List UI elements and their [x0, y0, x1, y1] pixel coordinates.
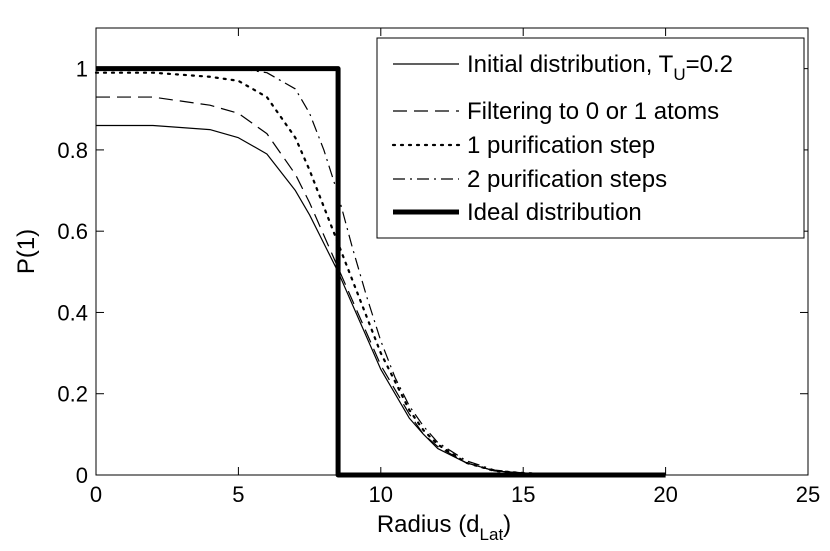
- legend-label-subscript: U: [673, 65, 685, 84]
- legend-label-text: Filtering to 0 or 1 atoms: [467, 98, 719, 125]
- legend-label-text: 1 purification step: [467, 132, 655, 159]
- y-tick-label: 0.2: [57, 382, 88, 407]
- y-tick-label: 0: [76, 463, 88, 488]
- x-tick-label: 15: [511, 482, 535, 507]
- y-tick-label: 0.6: [57, 219, 88, 244]
- legend-box: [376, 37, 805, 239]
- y-tick-label: 1: [76, 57, 88, 82]
- x-tick-label: 5: [232, 482, 244, 507]
- x-tick-label: 10: [369, 482, 393, 507]
- legend-label-5: Ideal distribution: [467, 199, 642, 226]
- y-axis-label: P(1): [13, 229, 40, 274]
- legend-items: Initial distribution, TU=0.2 Filtering to…: [391, 51, 733, 226]
- x-axis-label-suffix: ): [503, 511, 511, 538]
- x-axis-label-main: Radius (d: [377, 511, 480, 538]
- legend-label-suffix: =0.2: [686, 51, 733, 78]
- legend-label-3: 1 purification step: [467, 132, 655, 159]
- x-tick-label: 20: [653, 482, 677, 507]
- x-axis-label-subscript: Lat: [480, 525, 504, 544]
- legend-label-text: Ideal distribution: [467, 199, 642, 226]
- legend-label-1: Initial distribution, TU=0.2: [467, 51, 733, 84]
- legend-label-4: 2 purification steps: [467, 166, 667, 193]
- x-tick-label: 0: [90, 482, 102, 507]
- series-layer: [94, 66, 667, 478]
- x-tick-label: 25: [796, 482, 820, 507]
- legend-label-2: Filtering to 0 or 1 atoms: [467, 98, 719, 125]
- legend-label-text: Initial distribution, T: [467, 51, 674, 78]
- y-tick-label: 0.8: [57, 138, 88, 163]
- legend-label-text: 2 purification steps: [467, 166, 667, 193]
- y-tick-label: 0.4: [57, 300, 88, 325]
- series-line-5: [96, 66, 666, 478]
- ticks-layer: 0 5 10 15 20 25 0 0.2 0.4 0.6 0.8 1: [57, 28, 820, 507]
- legend: Initial distribution, TU=0.2 Filtering to…: [376, 37, 805, 239]
- x-axis-label: Radius (dLat): [377, 511, 511, 544]
